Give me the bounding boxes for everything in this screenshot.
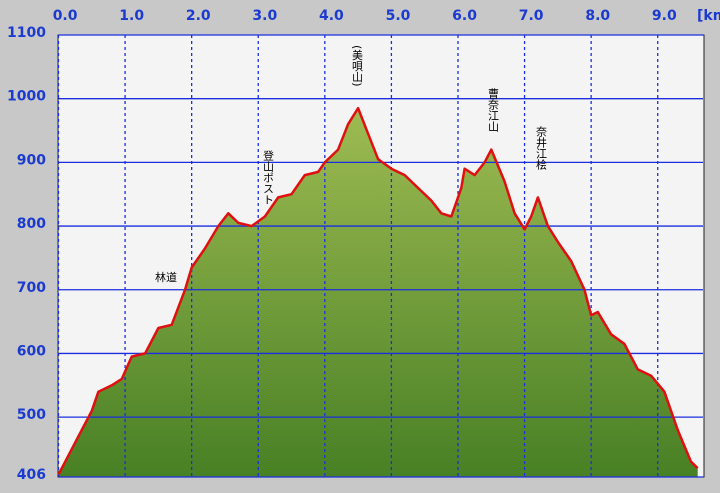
x-tick-label: 7.0 xyxy=(519,8,544,24)
x-tick-label: 6.0 xyxy=(452,8,477,24)
route-line xyxy=(57,106,699,476)
y-tick-label: 800 xyxy=(17,216,46,232)
x-tick-label: 8.0 xyxy=(585,8,610,24)
annotation: 登山ポスト xyxy=(262,149,275,205)
x-axis-label: [km xyxy=(697,8,720,24)
x-tick-label: 1.0 xyxy=(119,8,144,24)
x-tick-label: 9.0 xyxy=(652,8,677,24)
annotation: 曹奈江山 xyxy=(487,88,500,132)
y-tick-label: 700 xyxy=(17,280,46,296)
x-tick-label: 0.0 xyxy=(53,8,78,24)
annotation: (美唄山) xyxy=(351,45,364,87)
y-tick-label: 1100 xyxy=(7,25,46,41)
y-tick-label: 406 xyxy=(17,467,46,483)
y-tick-label: 1000 xyxy=(7,89,46,105)
y-tick-label: 600 xyxy=(17,343,46,359)
x-tick-label: 3.0 xyxy=(252,8,277,24)
y-tick-label: 500 xyxy=(17,407,46,423)
x-tick-label: 2.0 xyxy=(186,8,211,24)
annotation: 奈井江桧 xyxy=(535,125,548,171)
x-tick-label: 5.0 xyxy=(386,8,411,24)
y-tick-label: 900 xyxy=(17,152,46,168)
annotation: 林道 xyxy=(155,270,177,284)
x-tick-label: 4.0 xyxy=(319,8,344,24)
